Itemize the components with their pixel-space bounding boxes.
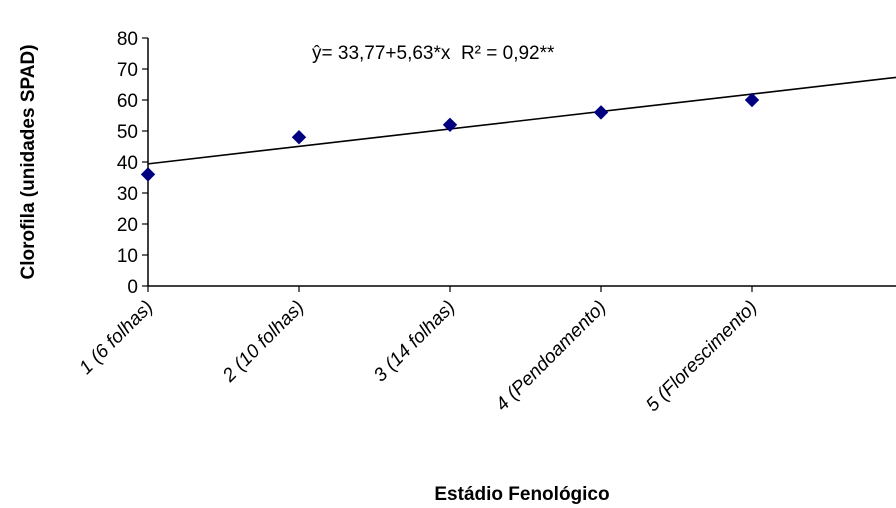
x-category-label: 1 (6 folhas) [75, 297, 157, 379]
x-category-label: 5 (Florescimento) [642, 297, 761, 416]
plot-area: 0 10 20 30 40 50 60 70 80 1 (6 folhas) 2 (10 folh… [75, 29, 896, 416]
y-tick-label: 60 [117, 91, 138, 112]
y-tick-label: 80 [117, 29, 138, 50]
x-category-label: 2 (10 folhas) [218, 297, 308, 387]
data-point [593, 105, 609, 120]
x-axis-title: Estádio Fenológico [434, 484, 609, 505]
y-ticks: 0 10 20 30 40 50 60 70 80 [117, 29, 148, 298]
data-points [140, 92, 760, 182]
y-tick-label: 70 [117, 60, 138, 81]
data-point [291, 129, 307, 145]
y-tick-label: 50 [117, 122, 138, 143]
y-tick-label: 0 [127, 277, 138, 298]
data-point [442, 117, 458, 133]
y-tick-label: 40 [117, 153, 138, 174]
data-point [744, 92, 760, 108]
y-tick-label: 10 [117, 246, 138, 267]
x-ticks: 1 (6 folhas) 2 (10 folhas) 3 (14 folhas) 4 … [75, 286, 762, 416]
data-point [140, 167, 156, 182]
trendline [147, 76, 896, 165]
y-axis-title: Clorofila (unidades SPAD) [18, 44, 39, 279]
trend-equation-label: ŷ= 33,77+5,63*x R² = 0,92** [312, 43, 555, 64]
x-category-label: 4 (Pendoamento) [492, 297, 611, 416]
x-category-label: 3 (14 folhas) [370, 297, 460, 387]
y-tick-label: 20 [117, 215, 138, 236]
y-tick-label: 30 [117, 184, 138, 205]
